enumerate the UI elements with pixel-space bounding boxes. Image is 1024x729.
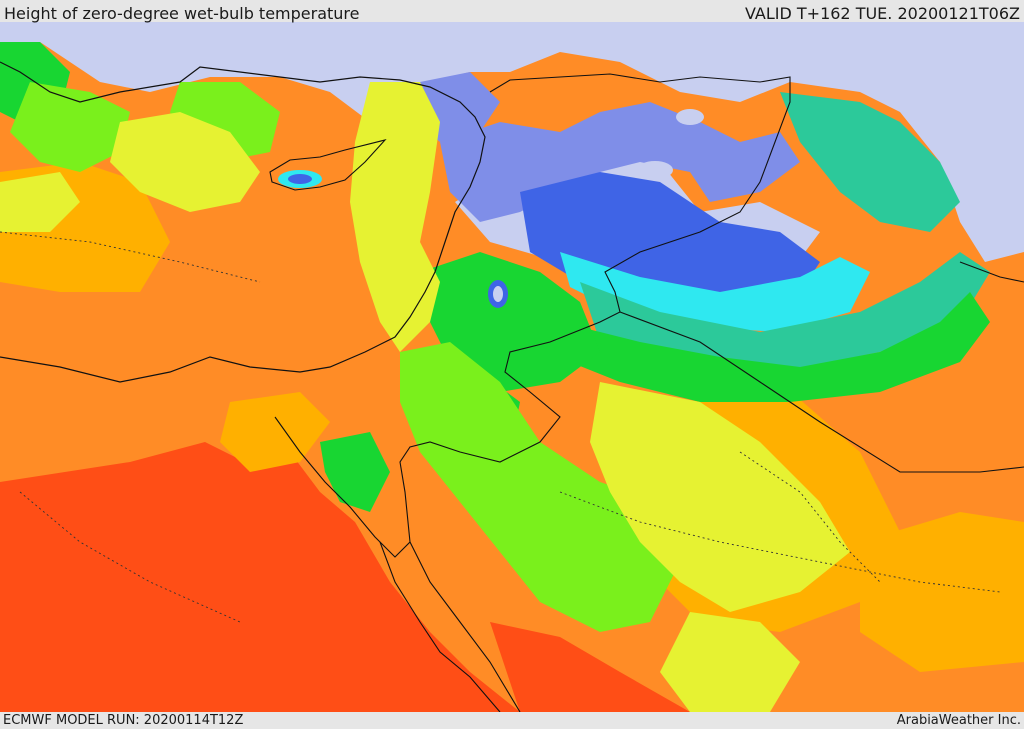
yellow-zone-south xyxy=(660,612,800,712)
yellow-zone-levant-coast xyxy=(350,82,440,352)
cyprus-outline xyxy=(269,139,387,191)
red-orange-zone-south xyxy=(490,622,690,712)
amber-zone-sinai xyxy=(220,392,330,472)
yellow-zone-arabia xyxy=(590,382,850,612)
lime-zone-central xyxy=(400,342,680,632)
iraq-cold-spot xyxy=(676,109,704,125)
model-run-label: ECMWF MODEL RUN: 20200114T12Z xyxy=(3,713,244,728)
border-saudi-iraq xyxy=(619,311,1024,473)
green-zone-sinai xyxy=(320,432,390,512)
internal-admin-lines xyxy=(0,231,1001,623)
coldest-zone-north xyxy=(0,22,1024,262)
yellow-zone-far-west xyxy=(0,172,80,232)
syria-cold-spot xyxy=(637,161,673,179)
gulf-coast xyxy=(959,261,1024,283)
amber-zone-east xyxy=(860,512,1024,672)
figure-title: Height of zero-degree wet-bulb temperatu… xyxy=(4,4,360,23)
valid-time-label: VALID T+162 TUE. 20200121T06Z xyxy=(744,4,1020,23)
figure-header: Height of zero-degree wet-bulb temperatu… xyxy=(0,0,1024,23)
cyprus-core-spot xyxy=(288,174,312,184)
credit-label: ArabiaWeather Inc. xyxy=(896,713,1021,728)
map-canvas xyxy=(0,22,1024,712)
weather-map xyxy=(0,22,1024,712)
red-orange-zone xyxy=(0,442,520,712)
figure-footer: ECMWF MODEL RUN: 20200114T12Z ArabiaWeat… xyxy=(0,712,1024,729)
teal-band xyxy=(580,252,990,372)
yellow-zone-west xyxy=(110,112,260,212)
lime-zone-northwest xyxy=(10,82,130,172)
coastline-mediterranean xyxy=(0,61,486,383)
red-sea-coasts xyxy=(379,541,521,712)
teal-zone-northeast xyxy=(780,92,960,232)
jordan-core-spot xyxy=(493,286,503,302)
green-band-east xyxy=(560,292,990,402)
